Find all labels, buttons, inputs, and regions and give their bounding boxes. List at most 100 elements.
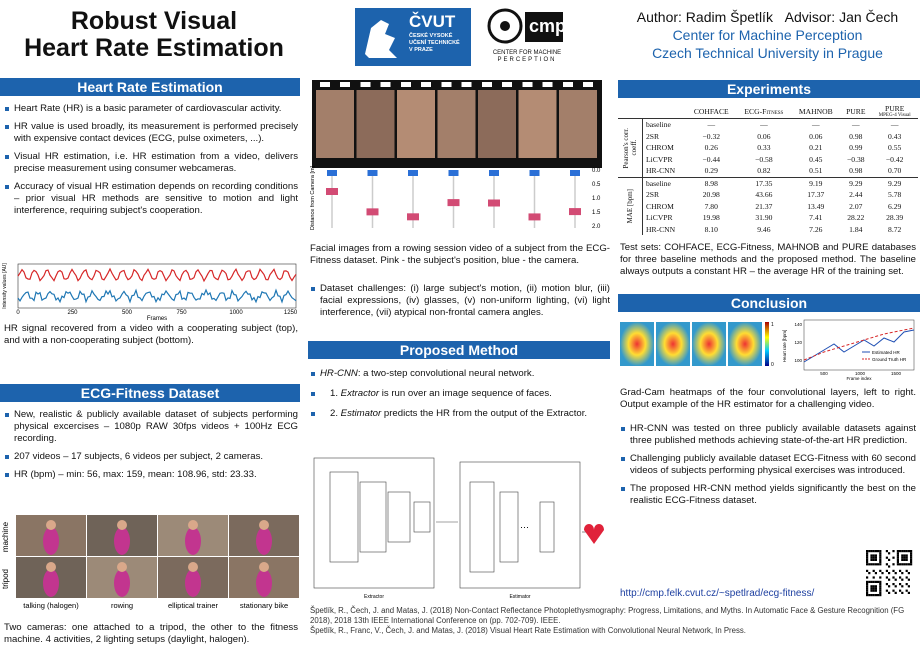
bullet: HR value is used broadly, its measuremen… <box>4 121 298 145</box>
cell: — <box>890 120 899 130</box>
activity-label: elliptical trainer <box>168 601 219 610</box>
method: baseline <box>646 178 671 188</box>
qr-module <box>903 556 906 559</box>
text: predicts the HR from the output of the E… <box>381 408 588 419</box>
heart-icon <box>584 524 604 544</box>
qr-module <box>874 587 877 590</box>
y-tick-label: 140 <box>794 322 802 327</box>
qr-module <box>910 561 913 564</box>
qr-module <box>901 572 904 575</box>
qr-module <box>866 585 869 588</box>
table-row: 2SR 20.98 43.66 17.37 2.44 5.78 <box>618 189 918 201</box>
authors: Author: Radim Špetlík Advisor: Jan Čech … <box>615 8 920 62</box>
qr-module <box>905 563 908 566</box>
person <box>114 527 130 555</box>
cell: 28.22 <box>847 213 865 223</box>
qr-module <box>870 580 873 583</box>
qr-module <box>885 563 888 566</box>
table-row: 2SR −0.32 0.06 0.06 0.98 0.43 <box>618 131 918 143</box>
qr-module <box>866 550 869 553</box>
x-tick-label: 500 <box>820 371 828 376</box>
qr-module <box>901 550 904 553</box>
text: is run over an image sequence of faces. <box>379 388 552 399</box>
qr-module <box>866 558 869 561</box>
qr-module <box>899 563 902 566</box>
author-line: Author: Radim Špetlík Advisor: Jan Čech <box>615 8 920 26</box>
qr-module <box>905 558 908 561</box>
cell: 2.44 <box>849 190 863 200</box>
cmp-text: cmp <box>529 16 567 36</box>
column-header: MAHNOB <box>791 104 840 119</box>
qr-module <box>874 554 877 557</box>
column-name: PURE <box>884 104 905 113</box>
method: 2SR <box>646 131 660 141</box>
cell: 8.10 <box>704 224 718 234</box>
bullet: Visual HR estimation, i.e. HR estimation… <box>4 151 298 175</box>
qr-module <box>872 589 875 592</box>
dataset-photos: machine tripod talking (halogen) rowing el… <box>1 515 299 610</box>
subject-marker <box>569 208 581 216</box>
y-label: Distance from Camera [m] <box>310 165 316 230</box>
head <box>117 520 127 530</box>
qr-module <box>872 569 875 572</box>
table-row: CHROM 0.26 0.33 0.21 0.99 0.55 <box>618 142 918 154</box>
qr-module <box>905 554 908 557</box>
sprocket <box>563 82 573 87</box>
qr-module <box>872 585 875 588</box>
qr-module <box>872 554 875 557</box>
qr-module <box>872 580 875 583</box>
qr-module <box>896 552 899 555</box>
qr-module <box>874 550 877 553</box>
cell: 0.98 <box>849 131 863 141</box>
qr-module <box>905 576 908 579</box>
qr-module <box>901 556 904 559</box>
qr-module <box>874 594 877 597</box>
sprocket <box>340 82 350 87</box>
method: LiCVPR <box>646 154 673 164</box>
qr-module <box>907 563 910 566</box>
qr-module <box>910 550 913 553</box>
column-header: PURE <box>840 104 871 119</box>
table-row: CHROM 7.80 21.37 13.49 2.07 6.29 <box>618 201 918 213</box>
qr-module <box>868 572 871 575</box>
qr-module <box>866 569 869 572</box>
cvut-logo: ČVUT ČESKÉ VYSOKÉ UČENÍ TECHNICKÉ V PRAZE <box>355 8 471 66</box>
header-row: COHFACE ECG-Fitness MAHNOB PURE PURE MPEG-4 V… <box>618 104 918 119</box>
bullet-list: Heart Rate (HR) is a basic parameter of … <box>4 103 298 223</box>
bullet-list: New, realistic & publicly available data… <box>4 409 298 487</box>
person <box>185 527 201 555</box>
sprocket <box>441 82 452 87</box>
qr-module <box>905 550 908 553</box>
table-row: LiCVPR 19.98 31.90 7.41 28.22 28.39 <box>618 212 918 224</box>
head <box>259 562 269 572</box>
cell: 9.29 <box>888 178 902 188</box>
qr-module <box>866 576 869 579</box>
y-label: Heart rate [bpm] <box>782 330 787 363</box>
qr-module <box>903 550 906 553</box>
bullet-list: HR-CNN was tested on three publicly avai… <box>620 423 916 513</box>
qr-module <box>892 550 895 553</box>
person <box>43 527 59 555</box>
qr-module <box>892 563 895 566</box>
qr-module <box>907 585 910 588</box>
network-diagram: ⋯ Extractor Estimator <box>313 457 604 600</box>
camera-marker <box>448 170 459 176</box>
x-tick-label: 1500 <box>891 371 902 376</box>
cmp-logo: cmp CENTER FOR MACHINE PERCEPTION <box>483 8 571 66</box>
column-header: COHFACE <box>686 104 736 119</box>
qr-module <box>877 550 880 553</box>
qr-module <box>888 591 891 594</box>
qr-module <box>868 580 871 583</box>
text: : a two-step convolutional neural networ… <box>357 368 535 379</box>
author: Author: Radim Špetlík <box>636 9 773 25</box>
qr-module <box>899 589 902 592</box>
sprocket <box>360 82 371 87</box>
cell: 19.98 <box>702 213 720 223</box>
qr-module <box>907 572 910 575</box>
diagram-label: Extractor <box>364 594 384 600</box>
sprocket <box>502 82 512 87</box>
t: CENTER FOR MACHINE <box>492 50 562 56</box>
qr-module <box>874 589 877 592</box>
bullet: HR (bpm) – min: 56, max: 159, mean: 108.… <box>4 469 298 481</box>
y-label: Intensity values [AU] <box>2 263 8 309</box>
